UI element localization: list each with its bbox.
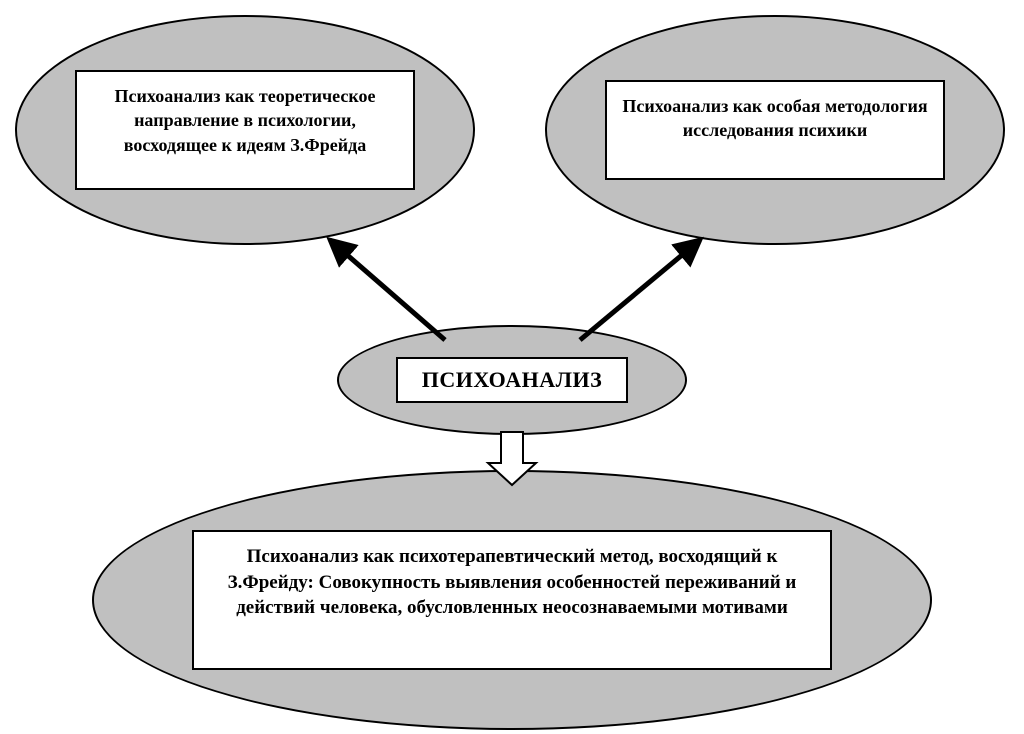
hollow-arrow-shape [488, 432, 536, 485]
arrow-to-bottom [0, 0, 1024, 734]
